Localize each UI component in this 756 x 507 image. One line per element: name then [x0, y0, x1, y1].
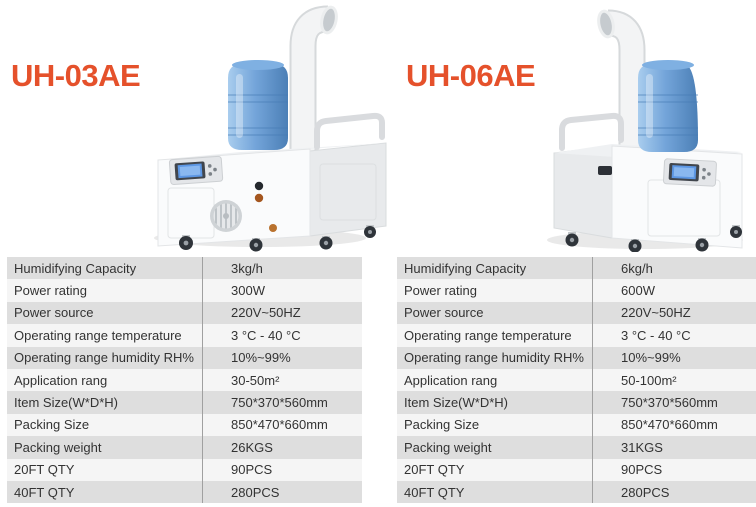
water-bottle — [638, 60, 698, 152]
spec-value: 220V~50HZ — [202, 301, 362, 325]
table-row: Application rang 50-100m² — [397, 368, 756, 392]
spec-label: Item Size(W*D*H) — [14, 395, 119, 411]
spec-label: 40FT QTY — [14, 484, 75, 500]
table-row: Humidifying Capacity 6kg/h — [397, 257, 756, 280]
spec-value: 90PCS — [592, 458, 756, 481]
spec-table-uh-03ae: Humidifying Capacity 3kg/h Power rating … — [7, 257, 362, 504]
table-row: Item Size(W*D*H) 750*370*560mm — [397, 391, 756, 414]
spec-value: 31KGS — [592, 436, 756, 459]
table-row: 40FT QTY 280PCS — [397, 480, 756, 504]
spec-label: Power rating — [14, 283, 87, 299]
table-row: Power source 220V~50HZ — [7, 301, 362, 325]
spec-label: Application rang — [14, 372, 108, 388]
mist-duct-pipe — [597, 9, 646, 186]
spec-label: Packing Size — [404, 417, 480, 433]
spec-value: 3kg/h — [202, 257, 362, 280]
product-title-uh-03ae: UH-03AE — [11, 58, 141, 93]
table-row: Packing weight 26KGS — [7, 436, 362, 459]
product-image-uh-06ae — [547, 9, 743, 252]
spec-value: 10%~99% — [202, 346, 362, 369]
control-panel — [663, 158, 717, 187]
spec-value: 280PCS — [592, 480, 756, 504]
spec-value: 280PCS — [202, 480, 362, 504]
table-row: Humidifying Capacity 3kg/h — [7, 257, 362, 280]
spec-value: 220V~50HZ — [592, 301, 756, 325]
spec-label: Power rating — [404, 283, 477, 299]
caster-wheels — [565, 225, 742, 252]
spec-value: 750*370*560mm — [202, 391, 362, 414]
table-row: Operating range humidity RH% 10%~99% — [397, 346, 756, 369]
table-row: Operating range temperature 3 °C - 40 °C — [397, 324, 756, 347]
spec-label: Operating range humidity RH% — [404, 350, 584, 366]
handle-bar — [559, 112, 624, 151]
spec-value: 6kg/h — [592, 257, 756, 280]
fan-vent — [210, 200, 242, 232]
water-bottle — [228, 60, 288, 150]
spec-value: 90PCS — [202, 458, 362, 481]
spec-label: 20FT QTY — [404, 462, 465, 478]
spec-table-uh-06ae: Humidifying Capacity 6kg/h Power rating … — [397, 257, 756, 504]
spec-value: 50-100m² — [592, 368, 756, 392]
spec-label: Packing weight — [404, 439, 492, 455]
table-row: 40FT QTY 280PCS — [7, 480, 362, 504]
table-row: Packing Size 850*470*660mm — [7, 413, 362, 437]
spec-label: Application rang — [404, 372, 498, 388]
spec-value: 600W — [592, 279, 756, 302]
knob-orange — [254, 193, 264, 203]
spec-label: Item Size(W*D*H) — [404, 395, 509, 411]
control-panel — [168, 155, 224, 186]
product-title-uh-06ae: UH-06AE — [406, 58, 536, 93]
table-row: Packing weight 31KGS — [397, 436, 756, 459]
spec-label: 40FT QTY — [404, 484, 465, 500]
spec-label: Packing weight — [14, 439, 102, 455]
spec-value: 30-50m² — [202, 368, 362, 392]
spec-label: Packing Size — [14, 417, 90, 433]
table-row: Packing Size 850*470*660mm — [397, 413, 756, 437]
table-row: Power rating 600W — [397, 279, 756, 302]
table-row: Application rang 30-50m² — [7, 368, 362, 392]
knob-black — [254, 181, 264, 191]
drain-valve — [269, 224, 277, 232]
handle-bar — [314, 112, 385, 150]
table-row: 20FT QTY 90PCS — [397, 458, 756, 481]
spec-label: Humidifying Capacity — [404, 260, 527, 276]
table-row: Item Size(W*D*H) 750*370*560mm — [7, 391, 362, 414]
machine-body — [553, 144, 743, 249]
spec-value: 850*470*660mm — [592, 413, 756, 437]
spec-value: 10%~99% — [592, 346, 756, 369]
spec-value: 300W — [202, 279, 362, 302]
product-image-uh-03ae — [154, 5, 387, 252]
spec-label: Operating range temperature — [14, 327, 182, 343]
spec-label: Humidifying Capacity — [14, 260, 137, 276]
spec-label: Power source — [404, 305, 484, 321]
spec-label: 20FT QTY — [14, 462, 75, 478]
spec-value: 750*370*560mm — [592, 391, 756, 414]
table-row: Operating range temperature 3 °C - 40 °C — [7, 324, 362, 347]
spec-label: Power source — [14, 305, 94, 321]
spec-value: 850*470*660mm — [202, 413, 362, 437]
side-panel-seam — [319, 163, 377, 221]
spec-label: Operating range temperature — [404, 327, 572, 343]
table-row: Power rating 300W — [7, 279, 362, 302]
mist-duct-pipe — [289, 5, 338, 182]
caster-wheels — [179, 225, 376, 252]
spec-value: 26KGS — [202, 436, 362, 459]
table-row: 20FT QTY 90PCS — [7, 458, 362, 481]
spec-value: 3 °C - 40 °C — [202, 324, 362, 347]
side-port — [598, 166, 612, 175]
spec-label: Operating range humidity RH% — [14, 350, 194, 366]
spec-value: 3 °C - 40 °C — [592, 324, 756, 347]
table-row: Power source 220V~50HZ — [397, 301, 756, 325]
table-row: Operating range humidity RH% 10%~99% — [7, 346, 362, 369]
